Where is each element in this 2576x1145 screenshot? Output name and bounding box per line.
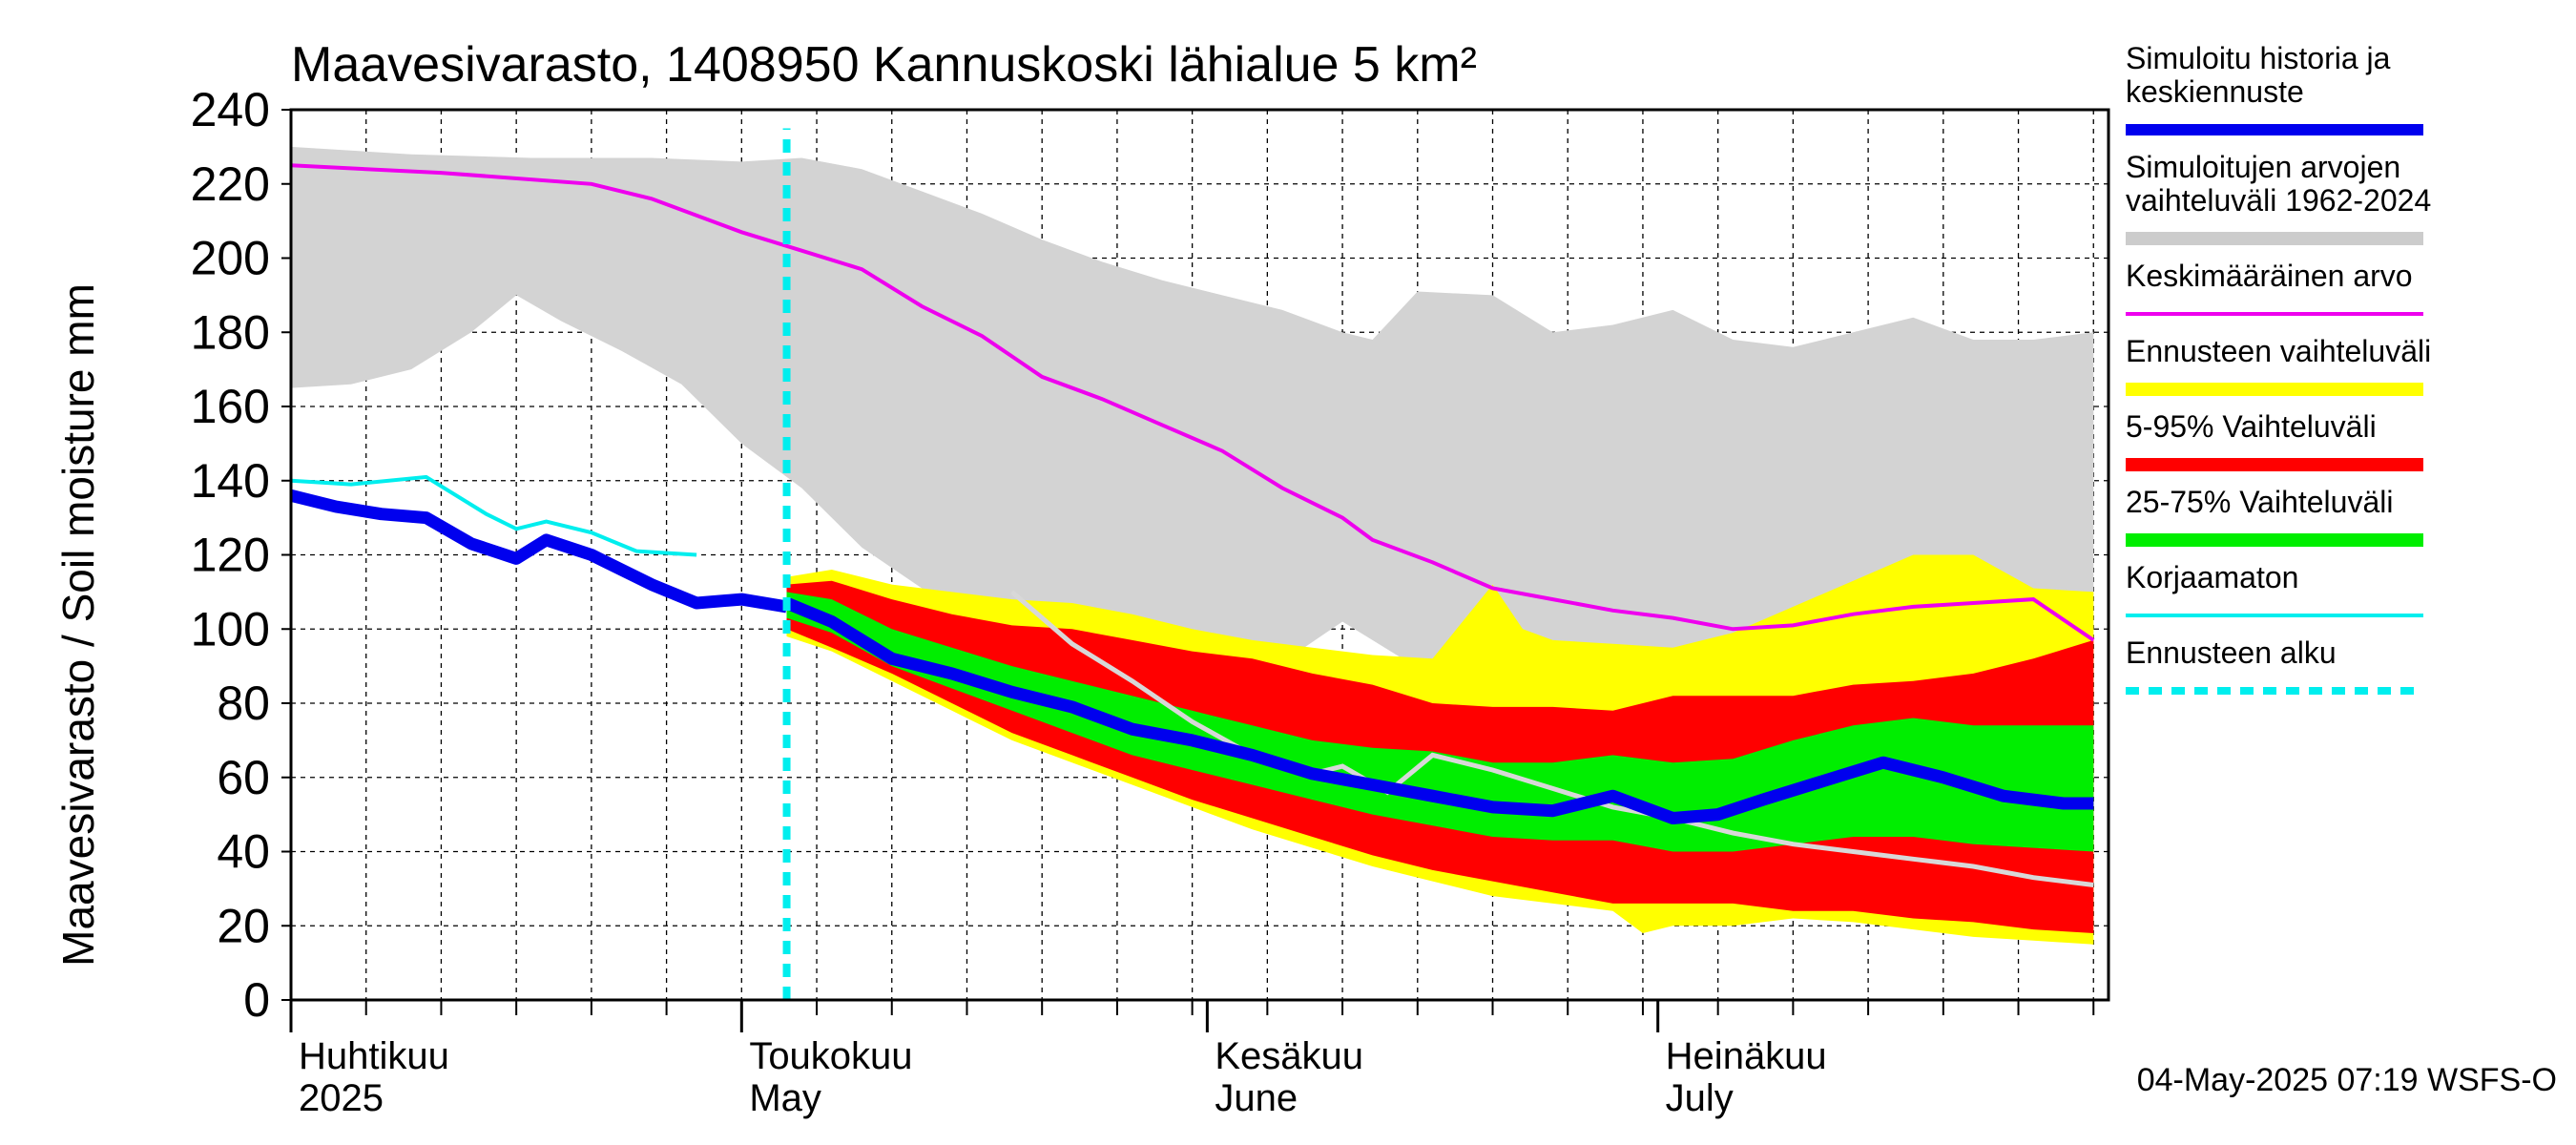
y-tick-label: 40 <box>217 825 270 879</box>
y-tick-label: 60 <box>217 751 270 804</box>
month-label-en: June <box>1215 1077 1298 1119</box>
legend-label: Korjaamaton <box>2126 560 2298 594</box>
forecast-25-75-band <box>786 592 2094 852</box>
y-tick-label: 160 <box>191 380 270 433</box>
y-axis-label: Maavesivarasto / Soil moisture mm <box>53 283 103 967</box>
legend-swatch <box>2126 232 2423 245</box>
legend-label: Keskimääräinen arvo <box>2126 259 2413 293</box>
mean-value-line <box>290 163 2095 642</box>
legend-label: 25-75% Vaihteluväli <box>2126 485 2393 519</box>
axes: 0 20 40 60 80 100 120 140 160 180 200 220 240 Huhtiku… <box>191 83 2110 1119</box>
month-label-fi: Kesäkuu <box>1215 1035 1363 1077</box>
legend-label: Ennusteen alku <box>2126 635 2337 670</box>
legend-entry: 5-95% Vaihteluväli <box>2126 409 2423 471</box>
month-label-en: July <box>1666 1077 1734 1119</box>
plot-area <box>289 109 2109 1001</box>
forecast-median-line <box>784 596 2094 824</box>
legend-swatch <box>2126 533 2423 547</box>
historical-trace-line <box>1010 590 2094 887</box>
month-label-en: 2025 <box>299 1077 384 1119</box>
y-tick-label: 0 <box>243 973 270 1027</box>
legend-entry: 25-75% Vaihteluväli <box>2126 485 2423 547</box>
legend-label: Simuloitujen arvojen <box>2126 150 2400 184</box>
month-label-fi: Heinäkuu <box>1666 1035 1827 1077</box>
y-tick-label: 200 <box>191 232 270 285</box>
chart-title: Maavesivarasto, 1408950 Kannuskoski lähi… <box>291 37 1477 93</box>
legend: Simuloitu historia jakeskiennusteSimuloi… <box>2126 41 2431 695</box>
legend-entry: Keskimääräinen arvo <box>2126 259 2423 316</box>
footer-timestamp: 04-May-2025 07:19 WSFS-O <box>2137 1062 2557 1098</box>
legend-swatch <box>2126 383 2423 396</box>
y-tick-label: 240 <box>191 83 270 136</box>
y-tick-label: 120 <box>191 529 270 582</box>
y-tick-label: 20 <box>217 899 270 952</box>
legend-label: Ennusteen vaihteluväli <box>2126 334 2431 368</box>
y-tick-label: 100 <box>191 602 270 656</box>
month-label-fi: Toukokuu <box>749 1035 912 1077</box>
legend-label: 5-95% Vaihteluväli <box>2126 409 2377 444</box>
y-tick-label: 80 <box>217 677 270 730</box>
legend-entry: Korjaamaton <box>2126 560 2423 617</box>
legend-label: Simuloitu historia ja <box>2126 41 2391 75</box>
month-label-en: May <box>749 1077 821 1119</box>
y-tick-label: 180 <box>191 305 270 359</box>
y-tick-label: 140 <box>191 454 270 508</box>
month-label-fi: Huhtikuu <box>299 1035 449 1077</box>
uncorrected-line <box>290 474 697 557</box>
legend-label: keskiennuste <box>2126 74 2304 109</box>
simulated-history-line <box>289 489 788 614</box>
legend-entry: Ennusteen alku <box>2126 635 2423 695</box>
legend-entry: Ennusteen vaihteluväli <box>2126 334 2431 396</box>
legend-swatch <box>2126 458 2423 471</box>
y-tick-label: 220 <box>191 157 270 211</box>
historical-range-band <box>291 146 2094 663</box>
legend-label: vaihteluväli 1962-2024 <box>2126 183 2431 218</box>
